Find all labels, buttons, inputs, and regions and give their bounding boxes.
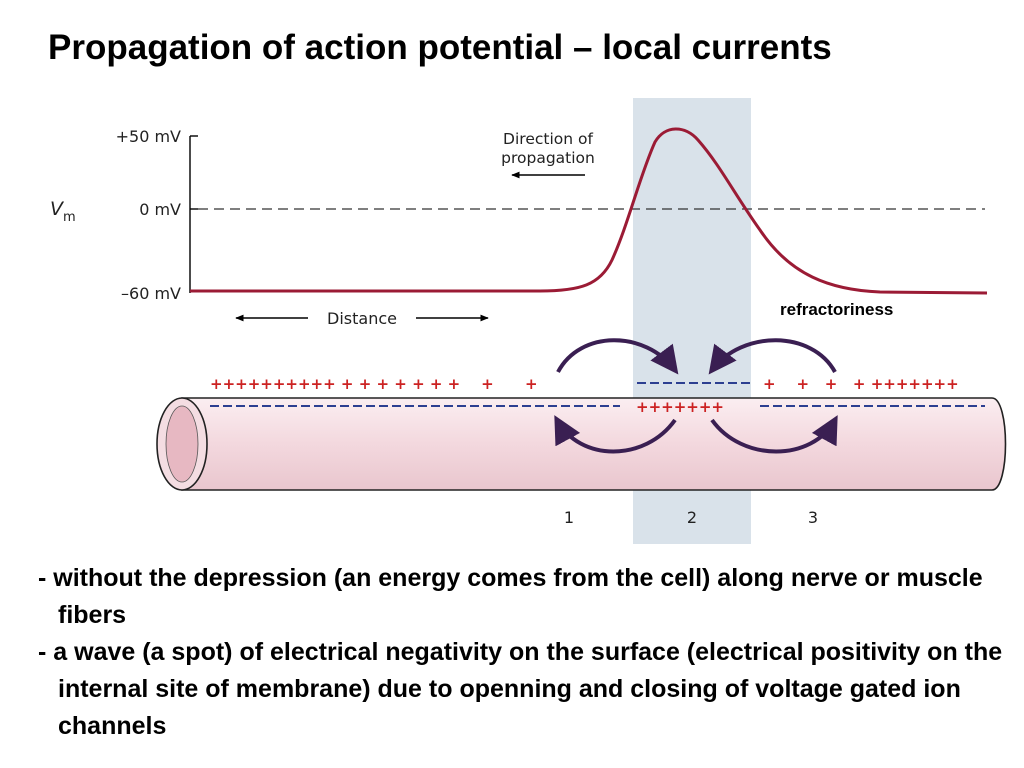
region-label-3: 3	[808, 508, 818, 527]
region-label-2: 2	[687, 508, 697, 527]
slide-title: Propagation of action potential – local …	[48, 28, 832, 67]
outer-charges-right: + + + + +++++++	[763, 375, 959, 393]
current-arrow-upper-right	[708, 338, 837, 375]
current-arrow-lower-right	[710, 415, 838, 454]
tick-label-minus60: –60 mV	[121, 284, 181, 303]
current-arrow-lower-left	[554, 415, 677, 454]
action-potential-trace	[190, 127, 988, 295]
outer-charges-left: ++++++++++ + + + + + + + + +	[210, 375, 538, 393]
refractoriness-label: refractoriness	[780, 300, 894, 319]
bullet-item: - without the depression (an energy come…	[38, 564, 983, 629]
tick-label-zero: 0 mV	[139, 200, 181, 219]
distance-label: Distance	[327, 309, 397, 328]
region-label-1: 1	[564, 508, 574, 527]
direction-label-line2: propagation	[501, 149, 595, 167]
inner-positive-charges: +++++++	[636, 398, 724, 416]
axon-body	[181, 397, 1007, 491]
current-arrow-upper-left	[556, 338, 679, 375]
bullet-item: - a wave (a spot) of electrical negativi…	[38, 638, 1003, 740]
bullet-list: - without the depression (an energy come…	[38, 560, 1018, 745]
tick-label-plus50: +50 mV	[116, 127, 181, 146]
direction-label-line1: Direction of	[503, 130, 593, 148]
axon-lumen	[165, 405, 199, 483]
vm-axis-label: V	[50, 198, 65, 220]
vm-axis-subscript: m	[63, 210, 76, 225]
